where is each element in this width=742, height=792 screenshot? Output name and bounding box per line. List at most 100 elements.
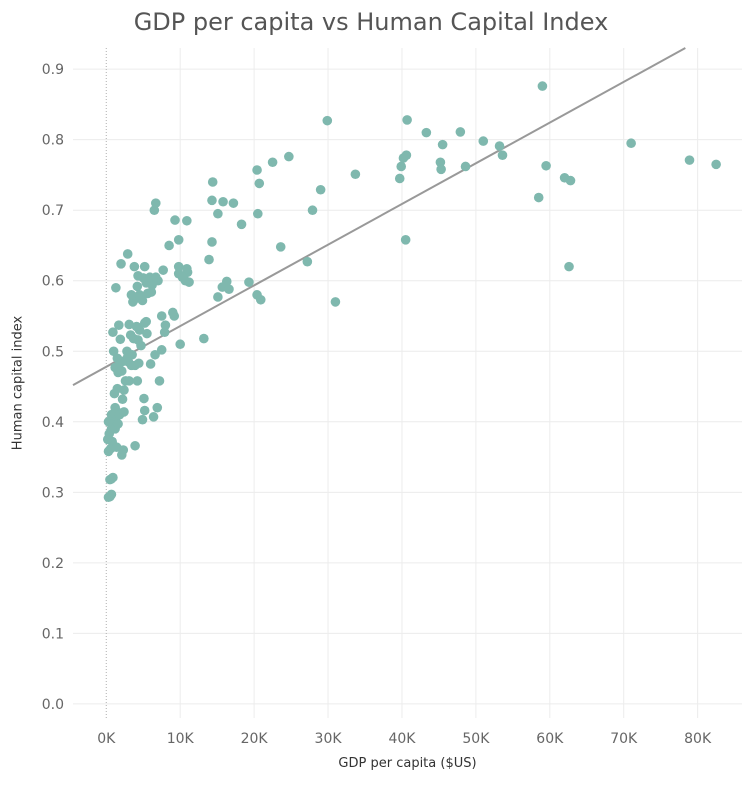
data-point — [460, 161, 471, 172]
data-point — [141, 316, 151, 327]
data-point — [236, 219, 247, 230]
data-point — [137, 414, 148, 425]
tick-layer: 0.0 0.1 0.2 0.3 0.4 0.5 0.6 0.7 0.8 0.9 0K 10K 20K 30… — [42, 62, 712, 747]
data-point — [207, 195, 217, 206]
data-point — [254, 178, 265, 189]
trendline-layer — [72, 47, 686, 386]
data-point — [150, 349, 160, 360]
data-point — [118, 445, 129, 455]
data-point — [421, 127, 432, 138]
data-point — [173, 235, 184, 245]
x-axis-label: GDP per capita ($US) — [338, 756, 477, 771]
data-point — [537, 81, 548, 91]
data-point — [221, 276, 232, 287]
data-point — [302, 256, 313, 267]
data-point — [122, 249, 133, 259]
data-point — [350, 169, 361, 180]
y-tick-label: 0.4 — [42, 415, 64, 431]
data-point — [435, 157, 446, 168]
data-point — [110, 402, 120, 413]
data-point — [170, 215, 180, 225]
data-point — [711, 159, 721, 170]
chart-title: GDP per capita vs Human Capital Index — [133, 8, 609, 36]
data-point — [119, 385, 129, 395]
data-point — [116, 366, 127, 376]
data-point — [267, 157, 278, 168]
data-point — [152, 402, 163, 413]
data-point — [115, 334, 126, 345]
data-point — [177, 272, 188, 283]
data-point — [131, 321, 142, 332]
data-point — [108, 472, 118, 483]
data-point — [156, 311, 167, 321]
data-point — [111, 282, 121, 293]
points-layer — [102, 81, 721, 503]
data-point — [106, 489, 117, 500]
data-point — [160, 320, 171, 330]
data-point — [307, 205, 318, 216]
data-point — [497, 150, 508, 160]
data-point — [565, 175, 576, 186]
data-point — [133, 358, 144, 369]
data-point — [401, 150, 412, 160]
data-point — [494, 141, 505, 151]
data-point — [142, 328, 152, 339]
data-point — [224, 284, 234, 295]
data-point — [175, 339, 185, 350]
x-tick-label: 80K — [684, 731, 712, 747]
data-point — [396, 161, 407, 172]
data-point — [533, 192, 544, 203]
data-point — [117, 394, 128, 405]
x-tick-label: 40K — [388, 731, 416, 747]
data-point — [400, 235, 411, 245]
y-axis-label-wrap: Human capital index — [8, 48, 28, 718]
data-point — [108, 327, 118, 338]
data-point — [626, 138, 636, 149]
x-tick-label: 60K — [536, 731, 564, 747]
y-tick-label: 0.6 — [42, 274, 64, 290]
x-tick-label: 50K — [462, 731, 490, 747]
data-point — [455, 127, 466, 137]
data-point — [119, 407, 129, 417]
data-point — [112, 353, 123, 364]
data-point — [207, 237, 217, 247]
data-point — [204, 254, 214, 265]
data-point — [244, 277, 254, 287]
data-point — [116, 259, 126, 269]
y-tick-label: 0.5 — [42, 344, 64, 360]
data-point — [164, 240, 174, 251]
data-point — [108, 346, 119, 357]
data-point — [255, 294, 266, 305]
data-point — [173, 261, 184, 272]
x-tick-label: 20K — [241, 731, 269, 747]
data-point — [132, 376, 143, 386]
x-tick-label: 0K — [97, 731, 116, 747]
data-point — [139, 393, 149, 404]
data-point — [564, 261, 574, 272]
data-point — [139, 405, 150, 416]
data-point — [275, 242, 286, 252]
y-tick-label: 0.1 — [42, 626, 64, 642]
data-point — [156, 345, 167, 355]
data-point — [124, 319, 134, 330]
data-point — [114, 320, 124, 330]
data-point — [126, 290, 137, 300]
data-point — [478, 136, 489, 146]
data-point — [402, 115, 412, 125]
y-tick-label: 0.8 — [42, 133, 64, 149]
y-tick-label: 0.3 — [42, 485, 64, 501]
y-tick-label: 0.7 — [42, 203, 64, 219]
data-point — [228, 198, 239, 208]
x-tick-label: 30K — [315, 731, 343, 747]
data-point — [182, 263, 192, 274]
y-tick-label: 0.9 — [42, 62, 64, 78]
data-point — [213, 208, 223, 219]
data-point — [284, 151, 294, 162]
data-point — [322, 115, 333, 126]
y-axis-label: Human capital index — [10, 315, 26, 451]
data-point — [146, 287, 157, 297]
data-point — [132, 281, 143, 292]
data-point — [167, 307, 178, 318]
